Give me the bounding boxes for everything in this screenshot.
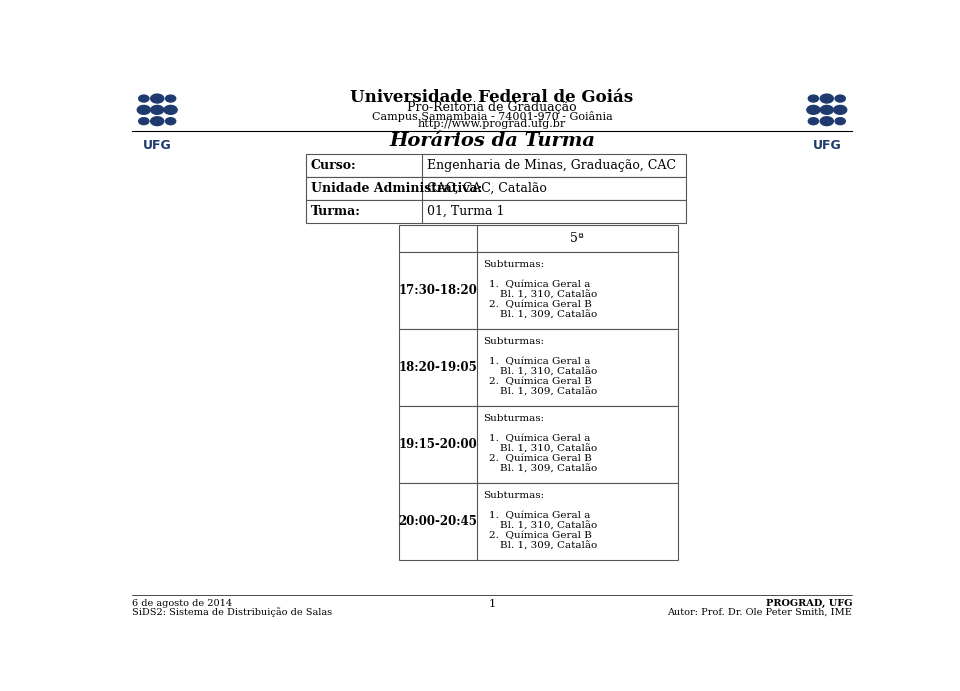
Text: Subturmas:: Subturmas: bbox=[483, 260, 543, 269]
Text: 1.  Química Geral a: 1. Química Geral a bbox=[489, 357, 590, 366]
Ellipse shape bbox=[820, 117, 833, 126]
Text: Pro-Reitoria de Graduação: Pro-Reitoria de Graduação bbox=[407, 102, 577, 115]
Ellipse shape bbox=[820, 94, 833, 103]
Bar bbox=[399, 225, 678, 252]
Text: 17:30-18:20: 17:30-18:20 bbox=[398, 284, 477, 297]
Text: 01, Turma 1: 01, Turma 1 bbox=[427, 205, 504, 218]
Ellipse shape bbox=[808, 117, 819, 124]
Ellipse shape bbox=[151, 117, 164, 126]
Text: CAC, CAC, Catalão: CAC, CAC, Catalão bbox=[427, 182, 547, 195]
Text: Bl. 1, 309, Catalão: Bl. 1, 309, Catalão bbox=[500, 387, 597, 396]
Text: Bl. 1, 310, Catalão: Bl. 1, 310, Catalão bbox=[500, 290, 597, 299]
Ellipse shape bbox=[137, 106, 151, 114]
Text: Universidade Federal de Goiás: Universidade Federal de Goiás bbox=[350, 89, 634, 106]
Text: Bl. 1, 310, Catalão: Bl. 1, 310, Catalão bbox=[500, 367, 597, 376]
Text: Bl. 1, 309, Catalão: Bl. 1, 309, Catalão bbox=[500, 464, 597, 473]
Text: Campus Samambaia - 74001-970 - Goiânia: Campus Samambaia - 74001-970 - Goiânia bbox=[372, 111, 612, 122]
Text: 6 de agosto de 2014: 6 de agosto de 2014 bbox=[132, 599, 231, 608]
Text: Subturmas:: Subturmas: bbox=[483, 337, 543, 346]
Text: 2.  Química Geral B: 2. Química Geral B bbox=[489, 454, 591, 463]
Ellipse shape bbox=[165, 117, 176, 124]
Text: PROGRAD, UFG: PROGRAD, UFG bbox=[766, 599, 852, 608]
Ellipse shape bbox=[806, 106, 820, 114]
Text: 2.  Química Geral B: 2. Química Geral B bbox=[489, 377, 591, 386]
Ellipse shape bbox=[164, 106, 178, 114]
Ellipse shape bbox=[835, 117, 846, 124]
Text: Engenharia de Minas, Graduação, CAC: Engenharia de Minas, Graduação, CAC bbox=[427, 159, 676, 172]
Bar bbox=[306, 177, 685, 200]
Bar bbox=[399, 252, 678, 330]
Ellipse shape bbox=[151, 106, 164, 114]
Text: Subturmas:: Subturmas: bbox=[483, 414, 543, 423]
Ellipse shape bbox=[165, 95, 176, 102]
Text: Horários da Turma: Horários da Turma bbox=[389, 132, 595, 150]
Text: 1.  Química Geral a: 1. Química Geral a bbox=[489, 280, 590, 289]
Text: Unidade Administrativa:: Unidade Administrativa: bbox=[311, 182, 482, 195]
Text: Bl. 1, 310, Catalão: Bl. 1, 310, Catalão bbox=[500, 521, 597, 530]
Text: 20:00-20:45: 20:00-20:45 bbox=[398, 515, 477, 529]
Text: SiDS2: Sistema de Distribuição de Salas: SiDS2: Sistema de Distribuição de Salas bbox=[132, 607, 332, 617]
Bar bbox=[399, 330, 678, 406]
Text: Turma:: Turma: bbox=[311, 205, 361, 218]
Text: 1.  Química Geral a: 1. Química Geral a bbox=[489, 511, 590, 520]
Text: 18:20-19:05: 18:20-19:05 bbox=[398, 361, 477, 375]
Text: UFG: UFG bbox=[143, 138, 172, 151]
Text: 1.  Química Geral a: 1. Química Geral a bbox=[489, 434, 590, 443]
Text: 2.  Química Geral B: 2. Química Geral B bbox=[489, 531, 591, 540]
Ellipse shape bbox=[833, 106, 847, 114]
Ellipse shape bbox=[138, 117, 149, 124]
Bar bbox=[399, 483, 678, 560]
Text: http://www.prograd.ufg.br: http://www.prograd.ufg.br bbox=[418, 119, 566, 129]
Ellipse shape bbox=[808, 95, 819, 102]
Bar bbox=[399, 406, 678, 483]
Text: UFG: UFG bbox=[812, 138, 841, 151]
Text: 1: 1 bbox=[489, 599, 495, 609]
Bar bbox=[306, 154, 685, 177]
Ellipse shape bbox=[820, 106, 833, 114]
Text: 5ª: 5ª bbox=[570, 232, 584, 245]
Text: Bl. 1, 309, Catalão: Bl. 1, 309, Catalão bbox=[500, 310, 597, 319]
Ellipse shape bbox=[835, 95, 846, 102]
Ellipse shape bbox=[138, 95, 149, 102]
Text: 19:15-20:00: 19:15-20:00 bbox=[398, 438, 477, 451]
Text: Bl. 1, 309, Catalão: Bl. 1, 309, Catalão bbox=[500, 541, 597, 550]
Text: Subturmas:: Subturmas: bbox=[483, 491, 543, 500]
Text: Bl. 1, 310, Catalão: Bl. 1, 310, Catalão bbox=[500, 444, 597, 453]
Text: 2.  Química Geral B: 2. Química Geral B bbox=[489, 300, 591, 309]
Bar bbox=[306, 200, 685, 223]
Text: Autor: Prof. Dr. Ole Peter Smith, IME: Autor: Prof. Dr. Ole Peter Smith, IME bbox=[667, 607, 852, 616]
Text: Curso:: Curso: bbox=[311, 159, 356, 172]
Ellipse shape bbox=[151, 94, 164, 103]
